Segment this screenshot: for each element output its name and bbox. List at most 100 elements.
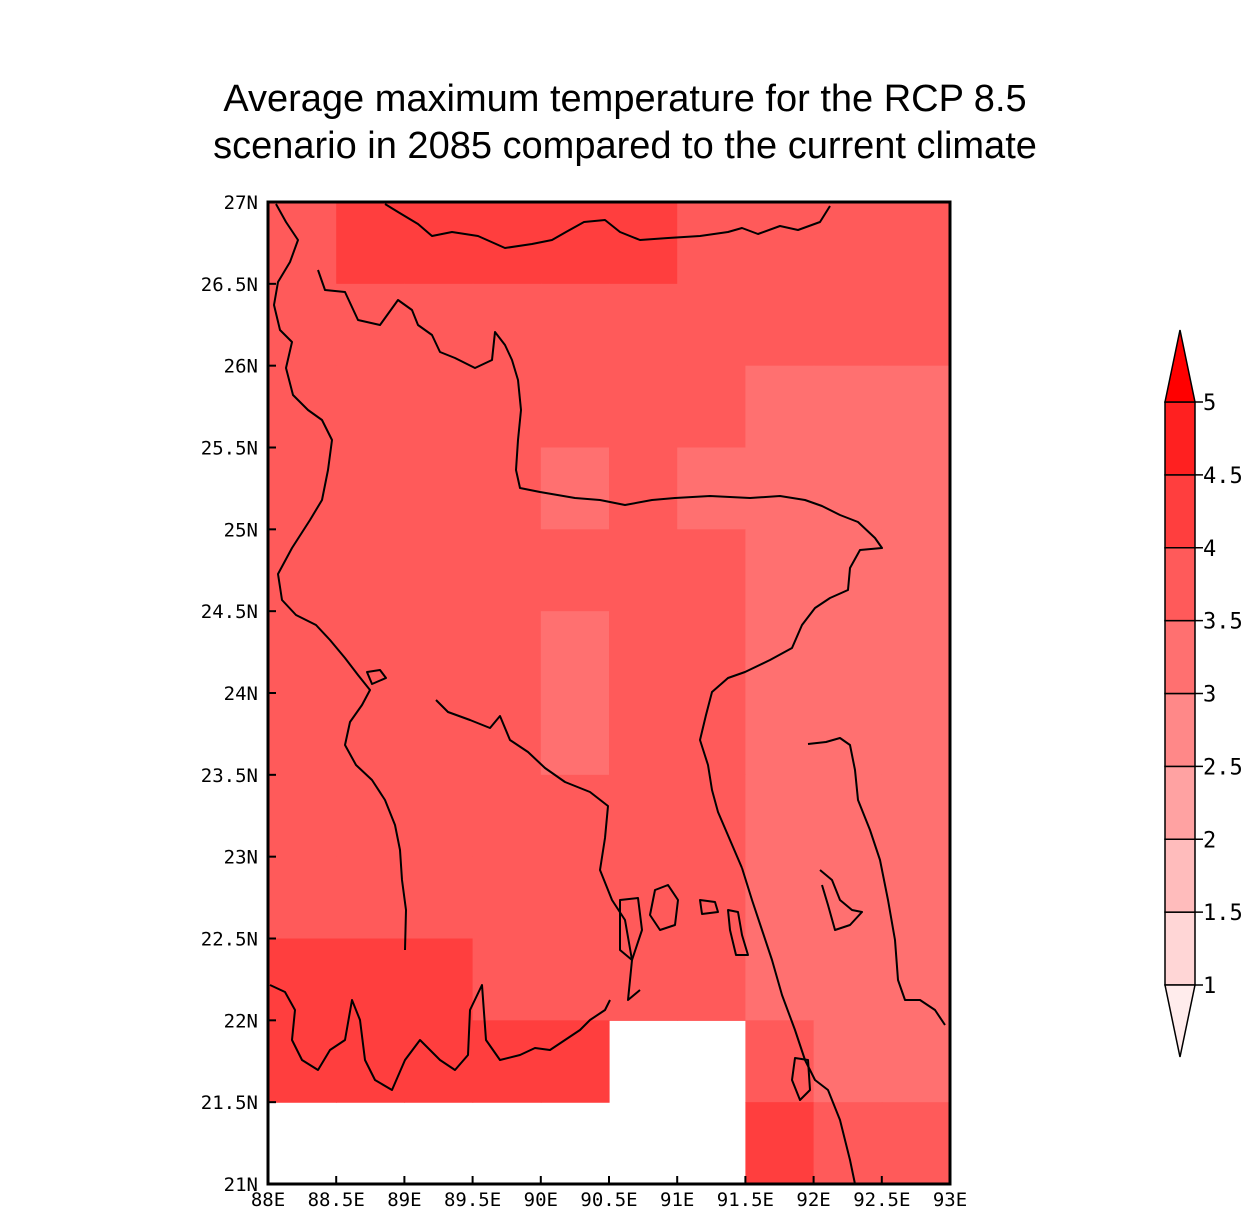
east-border-line (807, 737, 946, 1026)
river-line (435, 699, 641, 1001)
grid-cell (472, 1020, 542, 1103)
title-line-1: Average maximum temperature for the RCP … (223, 78, 1027, 120)
island-1 (649, 884, 679, 931)
legend-label: 1.5 (1203, 901, 1243, 926)
island-3 (727, 909, 749, 956)
x-tick-label: 88E (251, 1189, 285, 1211)
grid-cell (336, 938, 405, 1021)
x-tick-label: 91.5E (717, 1189, 774, 1211)
grid-cell (813, 1102, 883, 1185)
grid-cell (336, 447, 405, 530)
grid-cell (404, 693, 474, 776)
longitude-axis: 88E 88.5E 89E 89.5E 90E 90.5E 91E 91.5E 92E 92.5E… (251, 1176, 967, 1211)
grid-cell (268, 1020, 337, 1103)
grid-cell (609, 283, 678, 367)
grid-cell (609, 447, 678, 530)
grid-cell (745, 856, 815, 940)
y-tick-label: 22N (224, 1010, 258, 1032)
y-tick-label: 23N (224, 847, 258, 869)
legend-label: 3.5 (1203, 610, 1243, 635)
grid-cell (404, 202, 474, 285)
grid-cell (540, 938, 610, 1021)
y-tick-label: 24.5N (201, 601, 258, 623)
grid-cell (677, 693, 746, 776)
grid-cell (268, 774, 337, 858)
grid-cell (540, 283, 610, 367)
x-tick-label: 92E (796, 1189, 830, 1211)
grid-cell (336, 856, 405, 940)
grid-cell (609, 611, 678, 694)
grid-cell (813, 447, 883, 530)
grid-cell (609, 529, 678, 612)
latitude-axis: 21N 21.5N 22N 22.5N 23N 23.5N 24N 24.5N 25N 25.5N… (201, 192, 276, 1196)
grid-cell (813, 611, 883, 694)
x-tick-label: 90E (524, 1189, 558, 1211)
grid-cell (268, 202, 337, 285)
legend-label: 3 (1203, 683, 1216, 708)
y-tick-label: 25N (224, 519, 258, 541)
grid-cell (336, 365, 405, 449)
legend-swatch (1164, 765, 1196, 840)
y-tick-label: 23.5N (201, 765, 258, 787)
grid-cell (745, 1102, 815, 1185)
grid-cell (677, 283, 746, 367)
grid-cell (677, 447, 746, 530)
map-title: Average maximum temperature for the RCP … (100, 76, 1150, 170)
legend-swatch (1164, 547, 1196, 622)
x-tick-label: 90.5E (580, 1189, 637, 1211)
grid-cell (881, 1102, 951, 1185)
grid-cell (268, 365, 337, 449)
x-tick-label: 93E (933, 1189, 967, 1211)
legend-swatch (1164, 911, 1196, 986)
grid-cell (881, 202, 951, 285)
grid-cell (881, 938, 951, 1021)
y-tick-label: 25.5N (201, 438, 258, 460)
legend-label: 5 (1203, 391, 1216, 416)
grid-cell (609, 202, 678, 285)
coastline-borders (269, 203, 946, 1185)
grid-cell (268, 529, 337, 612)
grid-cell (336, 202, 405, 285)
grid-cell (404, 447, 474, 530)
grid-cell (813, 774, 883, 858)
grid-cell (540, 693, 610, 776)
north-border-line (317, 269, 883, 869)
island-5 (791, 1057, 811, 1101)
grid-cell (881, 529, 951, 612)
color-legend: 1 1.5 2 2.5 3 3.5 4 4.5 5 (1164, 329, 1243, 1058)
grid-cell (745, 774, 815, 858)
legend-swatch (1164, 401, 1196, 476)
x-tick-label: 88.5E (308, 1189, 365, 1211)
grid-cell (472, 856, 542, 940)
grid-cell (268, 938, 337, 1021)
grid-cell (404, 529, 474, 612)
y-tick-label: 26N (224, 356, 258, 378)
grid-cell (881, 283, 951, 367)
y-tick-label: 21N (224, 1174, 258, 1196)
temperature-grid (268, 202, 951, 1185)
grid-cell (609, 693, 678, 776)
legend-label: 4.5 (1203, 464, 1243, 489)
grid-cell (472, 529, 542, 612)
grid-cell (677, 365, 746, 449)
northern-boundary-line (384, 203, 831, 249)
legend-swatch (1164, 474, 1196, 549)
grid-cell (745, 693, 815, 776)
grid-cell (813, 938, 883, 1021)
y-tick-label: 24N (224, 683, 258, 705)
y-tick-label: 27N (224, 192, 258, 214)
grid-cell (813, 283, 883, 367)
grid-cell (268, 611, 337, 694)
grid-cell (745, 447, 815, 530)
grid-cell (472, 365, 542, 449)
grid-cell (540, 774, 610, 858)
inlet-line (819, 869, 863, 931)
grid-cell (404, 365, 474, 449)
legend-label: 1 (1203, 974, 1216, 999)
south-coast-line (269, 984, 611, 1091)
grid-cell (677, 202, 746, 285)
y-tick-label: 22.5N (201, 929, 258, 951)
grid-cell (404, 856, 474, 940)
grid-cell (745, 202, 815, 285)
grid-cell (881, 693, 951, 776)
